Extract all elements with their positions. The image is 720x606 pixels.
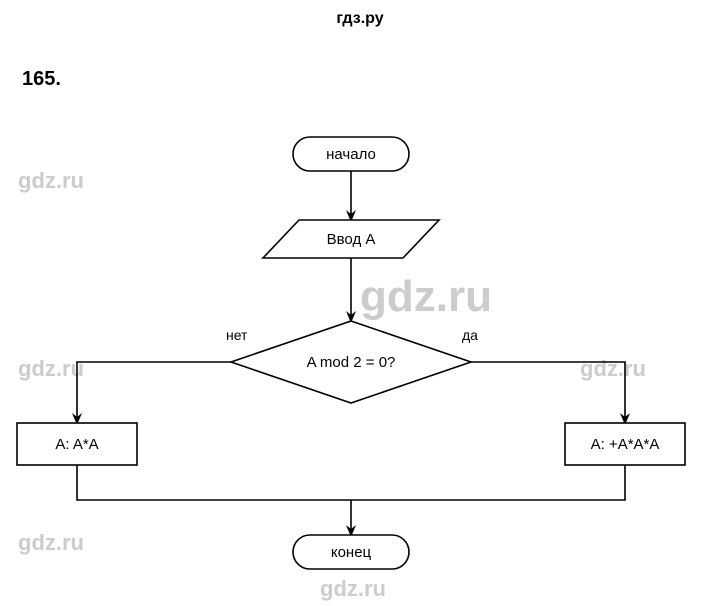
svg-text:A mod 2 = 0?: A mod 2 = 0? [307, 354, 396, 371]
svg-text:Ввод А: Ввод А [327, 231, 376, 248]
edge-decision-right [471, 362, 625, 423]
svg-text:A: A*A: A: A*A [55, 436, 98, 453]
edge-decision-left [77, 362, 231, 423]
edge-left-merge [77, 465, 351, 500]
svg-text:начало: начало [326, 146, 376, 163]
svg-text:A: +A*A*A: A: +A*A*A [591, 436, 660, 453]
edge-right-merge [351, 465, 625, 500]
flowchart: начало Ввод А A mod 2 = 0? A: A*A A: +A*A*A к… [0, 0, 720, 606]
svg-text:да: да [462, 327, 478, 343]
svg-text:нет: нет [226, 327, 248, 343]
svg-text:конец: конец [331, 544, 372, 561]
